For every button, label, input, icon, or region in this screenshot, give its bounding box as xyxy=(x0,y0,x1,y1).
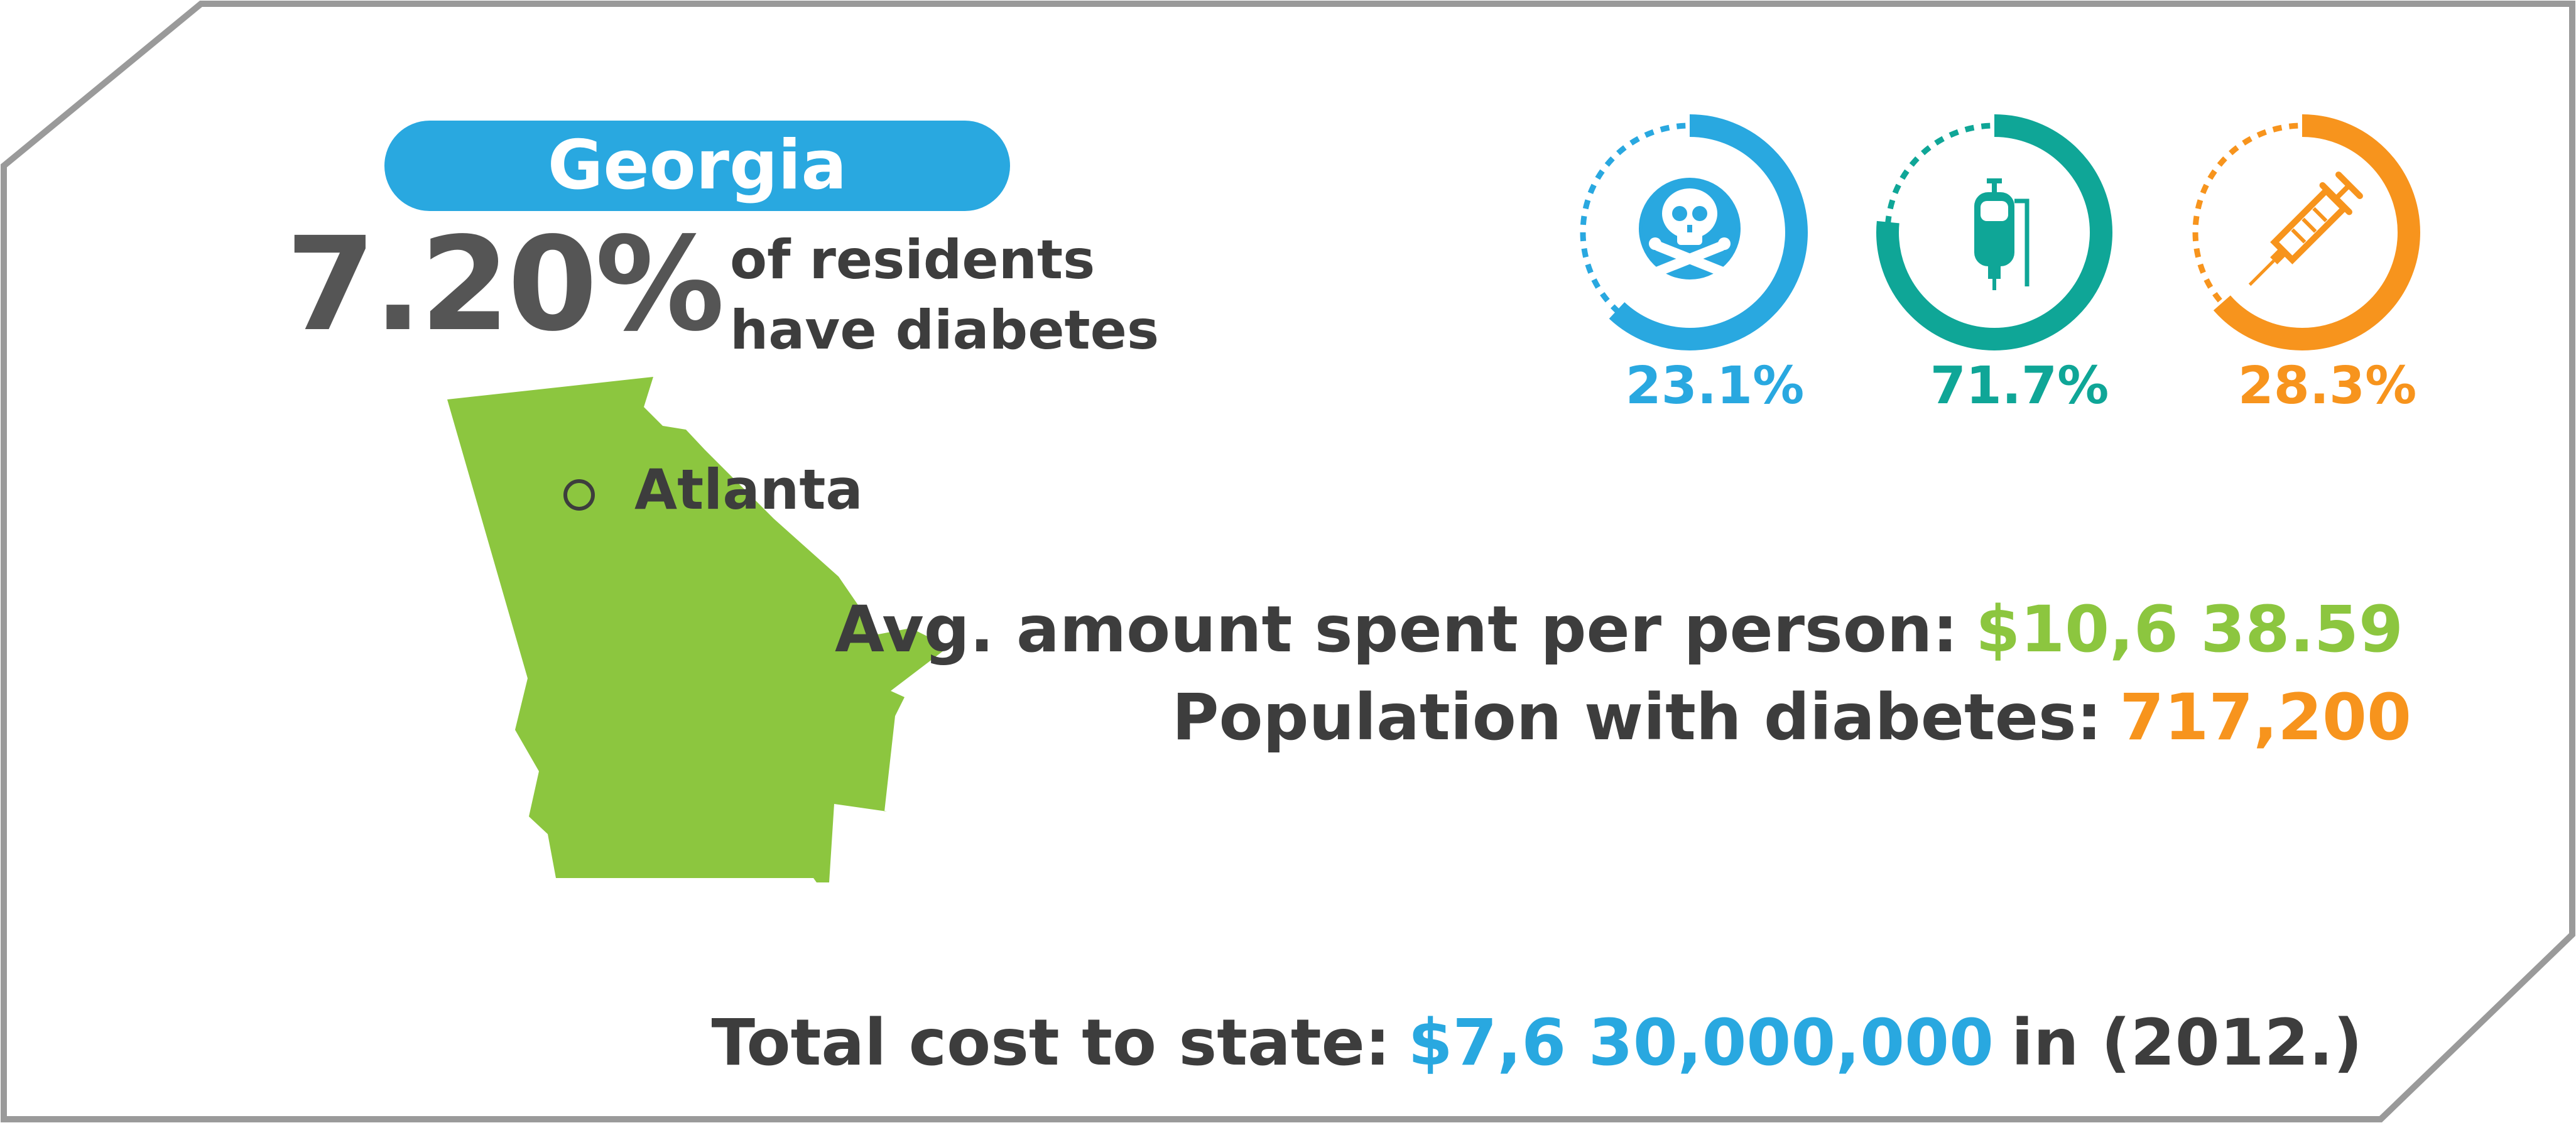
city-label: Atlanta xyxy=(634,457,863,522)
ring-iv-value: 71.7% xyxy=(1930,356,2109,416)
ring-syringe xyxy=(2184,114,2420,350)
city-marker-icon xyxy=(563,479,595,511)
diabetes-percent: 7.20% xyxy=(286,209,725,360)
syringe-icon xyxy=(2248,171,2363,286)
state-name: Georgia xyxy=(547,126,847,205)
total-cost-line: Total cost to state: $7,6 30,000,000 in (2… xyxy=(712,1011,2362,1075)
ring-iv-bag xyxy=(1876,114,2112,350)
skull-crossbones-icon xyxy=(1633,171,1747,286)
population-label: Population with diabetes: xyxy=(1171,680,2102,755)
state-shape xyxy=(447,377,948,882)
avg-spent-value: $10,6 38.59 xyxy=(1975,592,2403,667)
population-value: 717,200 xyxy=(2119,680,2411,755)
avg-spent-label: Avg. amount spent per person: xyxy=(834,592,1959,667)
total-cost-suffix: in (2012.) xyxy=(2011,1006,2362,1080)
percent-desc-line2: have diabetes xyxy=(730,299,1160,362)
population-line: Population with diabetes: 717,200 xyxy=(1172,686,2411,750)
percent-description: of residents have diabetes xyxy=(730,225,1159,366)
percent-desc-line1: of residents xyxy=(730,229,1095,291)
ring-syringe-value: 28.3% xyxy=(2237,356,2417,416)
avg-spent-line: Avg. amount spent per person: $10,6 38.59 xyxy=(835,598,2403,662)
total-cost-value: $7,6 30,000,000 xyxy=(1408,1006,1994,1080)
state-name-badge: Georgia xyxy=(384,121,1010,211)
total-cost-label: Total cost to state: xyxy=(711,1006,1391,1080)
iv-bag-icon xyxy=(1974,178,2030,290)
ring-skull-value: 23.1% xyxy=(1625,356,1805,416)
ring-skull xyxy=(1572,114,1808,350)
